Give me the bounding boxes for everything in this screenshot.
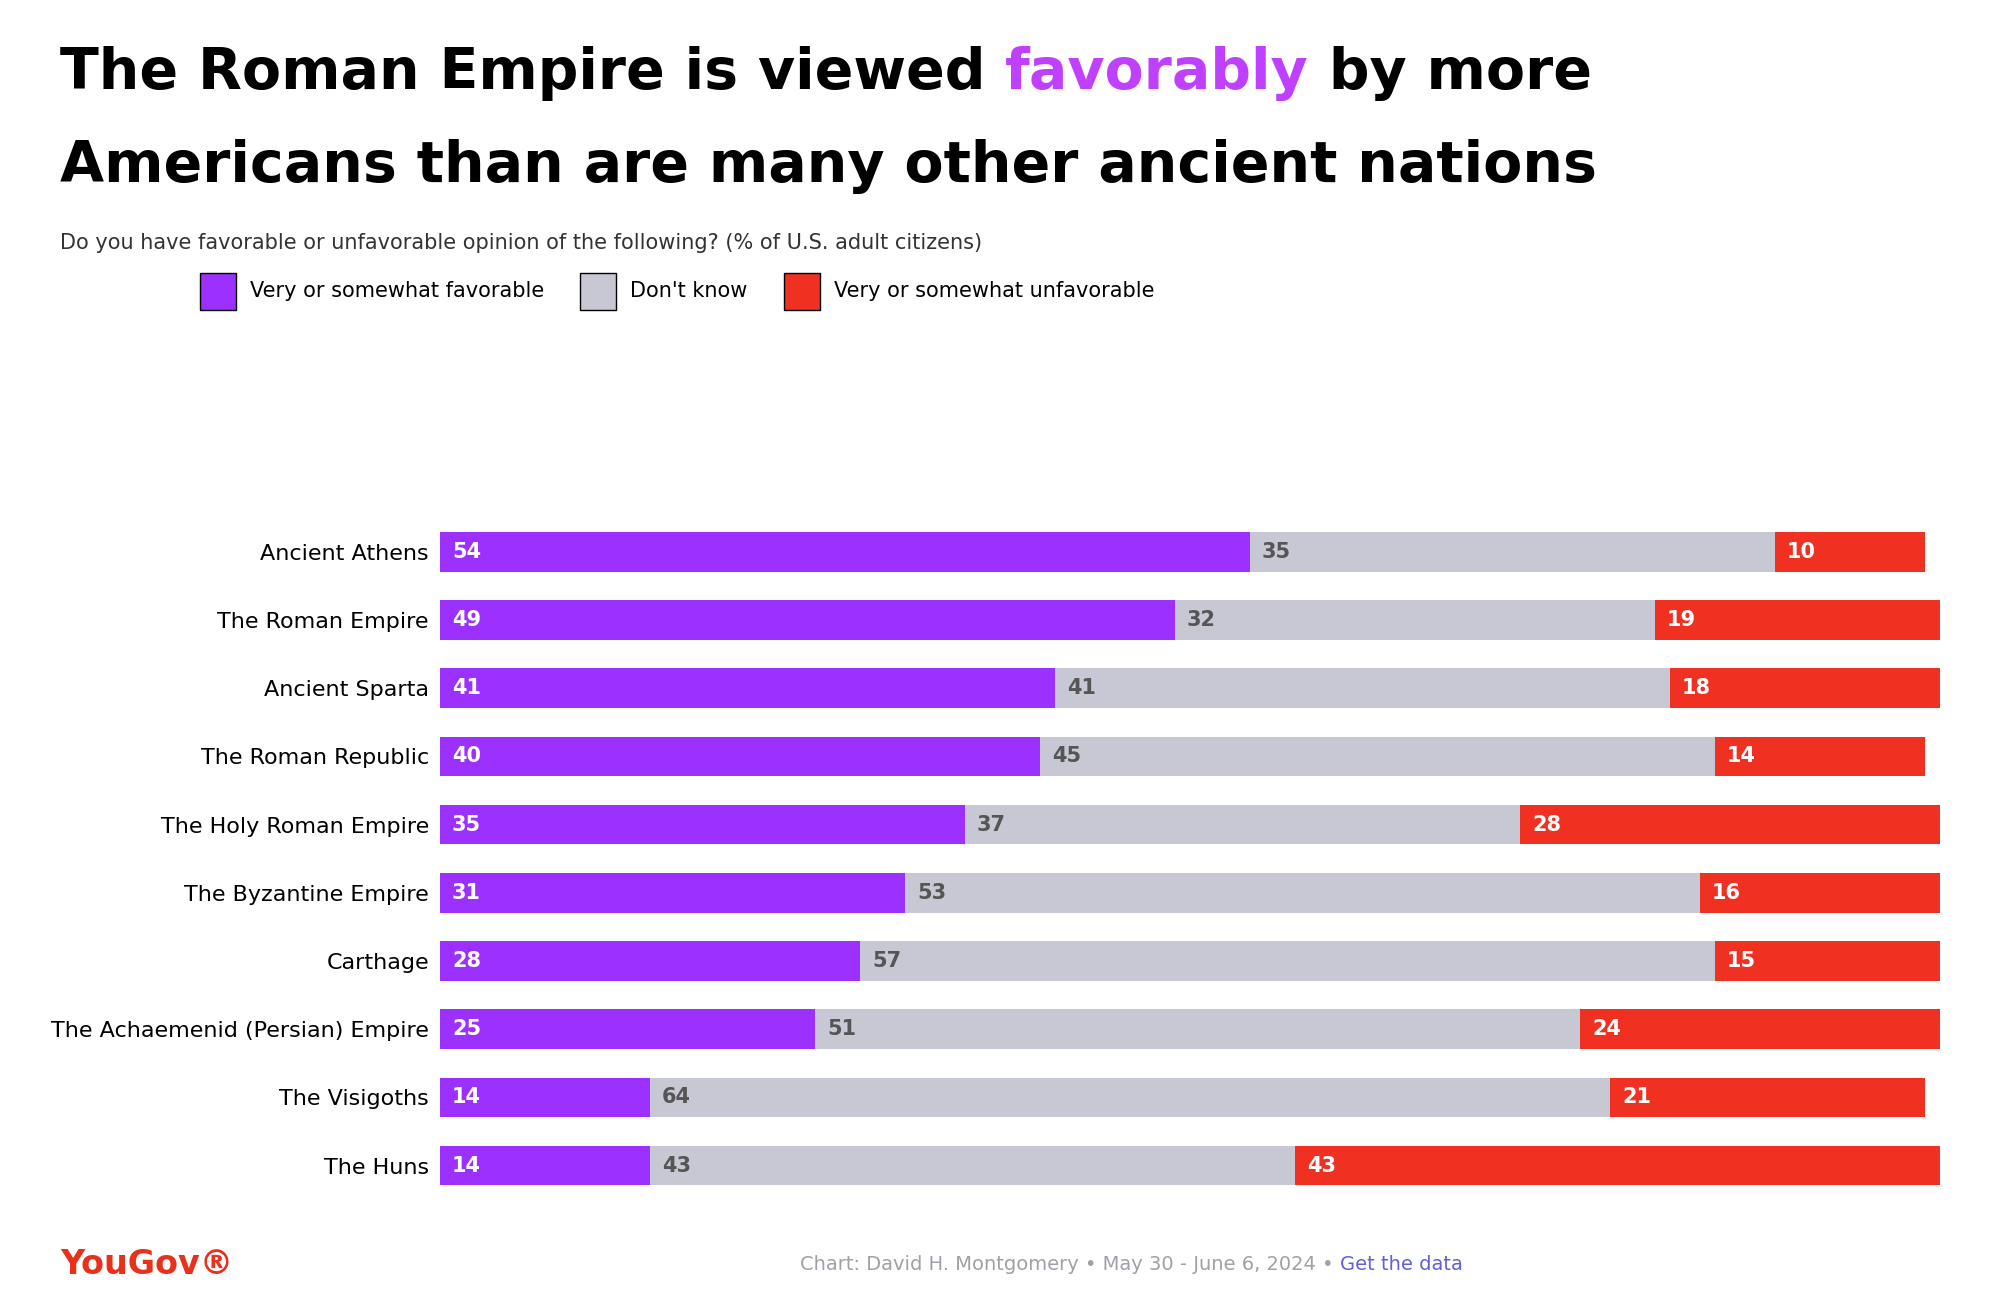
Bar bbox=[440, 600, 1176, 640]
Text: 28: 28 bbox=[1532, 814, 1560, 834]
Text: 32: 32 bbox=[1188, 610, 1216, 630]
Bar bbox=[1716, 941, 1940, 981]
Text: 18: 18 bbox=[1682, 678, 1712, 699]
Text: 45: 45 bbox=[1052, 747, 1082, 766]
Bar bbox=[1520, 805, 1940, 844]
Bar bbox=[440, 873, 904, 912]
Bar bbox=[440, 1146, 650, 1185]
Text: Americans than are many other ancient nations: Americans than are many other ancient na… bbox=[60, 139, 1596, 194]
Text: The Roman Empire is viewed: The Roman Empire is viewed bbox=[60, 46, 1006, 100]
Text: 57: 57 bbox=[872, 951, 902, 971]
Text: 41: 41 bbox=[1068, 678, 1096, 699]
Text: YouGov®: YouGov® bbox=[60, 1248, 234, 1281]
Text: 53: 53 bbox=[916, 883, 946, 903]
Text: 14: 14 bbox=[1728, 747, 1756, 766]
Bar bbox=[1610, 1077, 1924, 1118]
Text: Very or somewhat favorable: Very or somewhat favorable bbox=[250, 281, 544, 302]
Text: 21: 21 bbox=[1622, 1088, 1652, 1107]
Text: Don't know: Don't know bbox=[630, 281, 748, 302]
Bar bbox=[1580, 1010, 1940, 1049]
Text: 31: 31 bbox=[452, 883, 480, 903]
Text: Do you have favorable or unfavorable opinion of the following? (% of U.S. adult : Do you have favorable or unfavorable opi… bbox=[60, 233, 982, 252]
Text: 14: 14 bbox=[452, 1088, 480, 1107]
Bar bbox=[1670, 669, 1940, 708]
Text: by more: by more bbox=[1308, 46, 1592, 100]
Bar bbox=[904, 873, 1700, 912]
Text: 54: 54 bbox=[452, 541, 482, 562]
Text: 10: 10 bbox=[1788, 541, 1816, 562]
Bar bbox=[440, 1010, 816, 1049]
Text: Get the data: Get the data bbox=[1340, 1255, 1462, 1274]
Bar bbox=[1056, 669, 1670, 708]
Text: 14: 14 bbox=[452, 1155, 480, 1176]
Text: 43: 43 bbox=[662, 1155, 692, 1176]
Bar bbox=[440, 1077, 650, 1118]
Bar bbox=[1716, 736, 1924, 777]
Text: 40: 40 bbox=[452, 747, 480, 766]
Bar bbox=[1776, 532, 1924, 571]
Text: 15: 15 bbox=[1728, 951, 1756, 971]
Text: 51: 51 bbox=[828, 1019, 856, 1039]
Text: 64: 64 bbox=[662, 1088, 692, 1107]
Text: 35: 35 bbox=[452, 814, 482, 834]
Bar bbox=[1656, 600, 1940, 640]
Text: 19: 19 bbox=[1668, 610, 1696, 630]
Text: 43: 43 bbox=[1308, 1155, 1336, 1176]
Bar bbox=[1700, 873, 1940, 912]
Bar bbox=[440, 736, 1040, 777]
Bar bbox=[650, 1146, 1296, 1185]
Text: Very or somewhat unfavorable: Very or somewhat unfavorable bbox=[834, 281, 1154, 302]
Text: 25: 25 bbox=[452, 1019, 482, 1039]
Text: 35: 35 bbox=[1262, 541, 1292, 562]
Bar bbox=[1296, 1146, 1940, 1185]
Bar bbox=[440, 532, 1250, 571]
Text: favorably: favorably bbox=[1006, 46, 1308, 100]
Bar bbox=[964, 805, 1520, 844]
Bar bbox=[440, 669, 1056, 708]
Bar bbox=[1040, 736, 1716, 777]
Bar bbox=[440, 941, 860, 981]
Text: 37: 37 bbox=[976, 814, 1006, 834]
Bar bbox=[816, 1010, 1580, 1049]
Bar bbox=[860, 941, 1716, 981]
Text: 24: 24 bbox=[1592, 1019, 1620, 1039]
Bar bbox=[1176, 600, 1656, 640]
Text: 49: 49 bbox=[452, 610, 482, 630]
Text: Chart: David H. Montgomery • May 30 - June 6, 2024 •: Chart: David H. Montgomery • May 30 - Ju… bbox=[800, 1255, 1340, 1274]
Bar bbox=[650, 1077, 1610, 1118]
Text: 28: 28 bbox=[452, 951, 480, 971]
Bar bbox=[440, 805, 964, 844]
Text: 16: 16 bbox=[1712, 883, 1740, 903]
Bar bbox=[1250, 532, 1776, 571]
Text: 41: 41 bbox=[452, 678, 480, 699]
